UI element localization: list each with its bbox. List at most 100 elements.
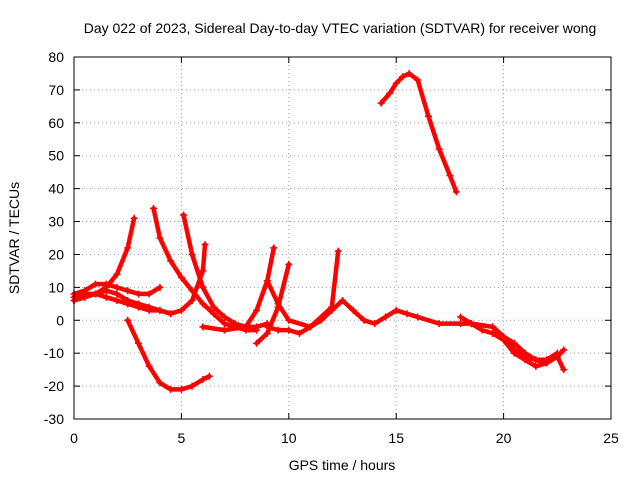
data-point [543, 356, 551, 364]
data-point [220, 326, 228, 334]
data-point [199, 376, 207, 384]
y-tick-label: 70 [48, 82, 64, 98]
data-point [403, 310, 411, 318]
data-point [500, 333, 508, 341]
data-point [452, 188, 460, 196]
ticks [73, 56, 612, 420]
data-point [510, 346, 518, 354]
data-point [201, 241, 209, 249]
series-line [265, 298, 474, 336]
data-point [242, 323, 250, 331]
data-point [489, 323, 497, 331]
data-point [532, 356, 540, 364]
series-group [70, 69, 568, 393]
x-tick-label: 20 [496, 430, 512, 446]
data-point [386, 89, 394, 97]
data-point [167, 385, 175, 393]
data-point [177, 385, 185, 393]
y-tick-label: 20 [48, 246, 64, 262]
series-line [265, 248, 341, 330]
chart-title: Day 022 of 2023, Sidereal Day-to-day VTE… [84, 20, 597, 36]
data-point [510, 339, 518, 347]
data-point [560, 366, 568, 374]
data-point [478, 326, 486, 334]
y-tick-label: 80 [48, 49, 64, 65]
data-point [553, 349, 561, 357]
series-line [71, 291, 173, 316]
data-point [263, 329, 271, 337]
data-point [124, 287, 132, 295]
data-point [210, 303, 218, 311]
data-point [199, 323, 207, 331]
data-point [424, 112, 432, 120]
y-tick-label: 60 [48, 115, 64, 131]
data-point [414, 76, 422, 84]
data-point [467, 320, 475, 328]
y-tick-label: -20 [44, 378, 64, 394]
data-point [253, 323, 261, 331]
data-point [457, 313, 465, 321]
data-point [156, 379, 164, 387]
data-point [199, 300, 207, 308]
data-point [156, 306, 164, 314]
data-point [188, 250, 196, 258]
data-point [446, 171, 454, 179]
data-point [134, 303, 142, 311]
data-point [113, 297, 121, 305]
data-point [270, 244, 278, 252]
series-arc-15 [467, 320, 561, 364]
data-point [231, 320, 239, 328]
data-point [435, 145, 443, 153]
data-point [328, 306, 336, 314]
data-point [113, 283, 121, 291]
y-axis-label: SDTVAR / TECUs [6, 182, 22, 294]
data-point [188, 287, 196, 295]
data-point [521, 352, 529, 360]
data-point [177, 273, 185, 281]
data-point [113, 270, 121, 278]
data-point [145, 362, 153, 370]
data-point [167, 257, 175, 265]
data-point [560, 346, 568, 354]
data-point [489, 329, 497, 337]
y-tick-label: 40 [48, 181, 64, 197]
data-point [124, 244, 132, 252]
data-point [399, 73, 407, 81]
data-point [253, 339, 261, 347]
x-tick-labels: 0 5 10 15 20 25 [70, 430, 619, 446]
data-point [134, 339, 142, 347]
data-point [91, 290, 99, 298]
data-point [145, 306, 153, 314]
series-arc-5 [124, 316, 213, 393]
series-arc-4 [70, 290, 175, 318]
data-point [253, 306, 261, 314]
data-point [405, 69, 413, 77]
x-tick-label: 10 [281, 430, 297, 446]
y-tick-label: 10 [48, 279, 64, 295]
x-tick-label: 25 [603, 430, 619, 446]
data-point [199, 267, 207, 275]
data-point [210, 310, 218, 318]
series-line [125, 318, 212, 392]
data-point [156, 234, 164, 242]
grid [74, 57, 611, 419]
data-point [177, 306, 185, 314]
data-point [102, 293, 110, 301]
data-point [91, 280, 99, 288]
y-tick-label: 0 [56, 312, 64, 328]
data-point [532, 362, 540, 370]
plot-frame [73, 56, 612, 420]
series-arc-12 [377, 69, 460, 196]
data-point [392, 79, 400, 87]
data-point [360, 316, 368, 324]
data-point [285, 316, 293, 324]
data-point [392, 306, 400, 314]
data-point [371, 320, 379, 328]
data-point [339, 297, 346, 305]
data-point [134, 290, 142, 298]
y-tick-label: 50 [48, 148, 64, 164]
data-point [274, 326, 282, 334]
data-point [414, 313, 422, 321]
data-point [220, 320, 228, 328]
